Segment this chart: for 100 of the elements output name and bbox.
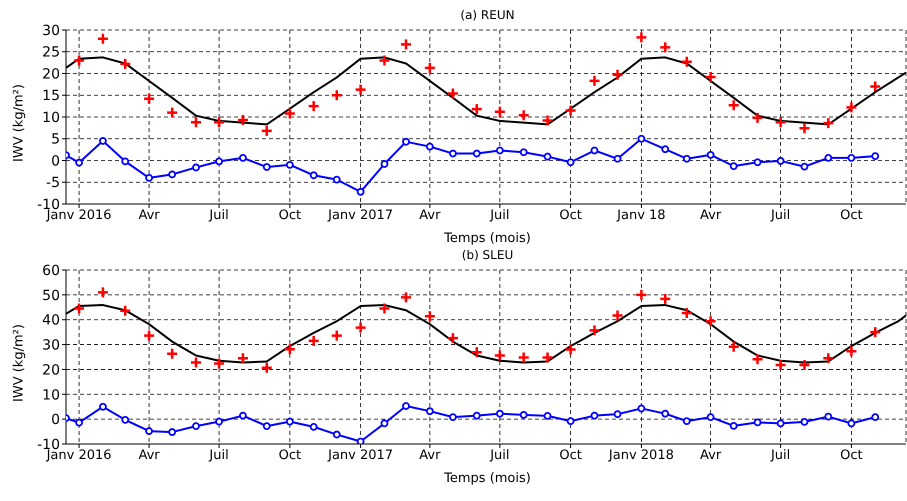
point: [446, 332, 460, 344]
x-tick-label: Oct: [840, 208, 863, 224]
point: [402, 138, 410, 146]
point: [239, 412, 247, 420]
point: [704, 70, 717, 84]
x-tick-label: Oct: [559, 448, 582, 464]
point: [118, 58, 132, 70]
x-tick-label: Janv 2018: [608, 448, 674, 464]
point: [190, 116, 202, 128]
point: [682, 417, 691, 426]
x-tick-label: Juil: [489, 208, 510, 224]
point: [611, 68, 624, 82]
y-tick-label: -5: [46, 175, 60, 192]
y-tick-label: 10: [42, 110, 60, 126]
point: [706, 413, 715, 422]
point: [72, 54, 86, 67]
point: [260, 124, 274, 138]
point: [730, 422, 738, 430]
point: [330, 89, 344, 102]
point: [680, 56, 694, 68]
y-tick-label: 25: [42, 44, 60, 61]
point: [774, 116, 787, 128]
point: [260, 361, 274, 374]
point: [706, 150, 715, 159]
point: [824, 412, 832, 421]
point: [284, 107, 296, 120]
point: [544, 412, 552, 420]
point: [310, 171, 318, 180]
point: [682, 154, 691, 163]
x-tick-label: Avr: [138, 448, 160, 464]
point: [590, 412, 598, 420]
x-tick-label: Juil: [208, 448, 229, 464]
point: [611, 309, 624, 322]
x-axis-title: Temps (mois): [443, 230, 532, 248]
point: [822, 352, 835, 364]
point: [544, 152, 552, 160]
point: [402, 402, 410, 410]
point: [588, 324, 601, 337]
y-tick-label: 30: [42, 338, 60, 354]
point: [400, 291, 412, 304]
point: [354, 321, 367, 334]
point: [751, 112, 764, 124]
x-tick-label: Juil: [208, 208, 229, 224]
point: [658, 292, 672, 306]
point: [588, 74, 601, 88]
point: [845, 345, 858, 358]
point: [166, 348, 178, 360]
point: [356, 188, 365, 196]
point: [754, 418, 762, 426]
point: [99, 402, 107, 411]
x-tick-label: Oct: [278, 208, 302, 224]
point: [496, 410, 504, 418]
x-tick-label: Oct: [278, 448, 302, 464]
x-axis-title: Temps (mois): [443, 470, 532, 488]
point: [868, 80, 882, 93]
point: [307, 334, 320, 348]
x-tick-label: Juil: [489, 448, 510, 464]
point: [96, 286, 110, 299]
point: [614, 154, 622, 163]
y-tick-label: 50: [42, 288, 60, 304]
point: [75, 158, 83, 167]
point: [590, 146, 598, 154]
y-tick-label: 0: [51, 153, 60, 170]
x-tick-label: Avr: [419, 208, 442, 224]
chart-title: (b) SLEU: [460, 248, 514, 264]
y-axis-title: IWV (kg/m²): [12, 324, 27, 402]
point: [470, 346, 484, 359]
point: [96, 32, 110, 45]
point: [776, 419, 785, 428]
point: [121, 157, 130, 166]
point: [517, 351, 530, 364]
point: [661, 145, 670, 154]
point: [426, 142, 434, 150]
point: [310, 422, 318, 431]
point: [236, 114, 250, 126]
chart-title: (a) REUN: [459, 8, 516, 24]
point: [168, 428, 176, 436]
x-tick-label: Avr: [138, 208, 160, 224]
y-tick-label: 60: [42, 262, 60, 279]
point: [166, 106, 178, 119]
point: [494, 106, 506, 118]
point: [566, 158, 575, 166]
point: [847, 154, 856, 162]
point: [704, 314, 717, 328]
point: [121, 416, 130, 424]
point: [798, 122, 811, 135]
x-tick-label: Avr: [700, 448, 722, 464]
point: [520, 148, 528, 156]
point: [727, 99, 740, 112]
point: [236, 352, 250, 364]
point: [307, 100, 320, 112]
point: [541, 114, 554, 127]
point: [774, 358, 787, 372]
point: [541, 351, 554, 364]
point: [424, 62, 436, 74]
point: [378, 54, 391, 67]
point: [776, 157, 785, 165]
point: [168, 170, 176, 178]
point: [658, 41, 672, 54]
y-tick-label: 20: [42, 362, 60, 378]
